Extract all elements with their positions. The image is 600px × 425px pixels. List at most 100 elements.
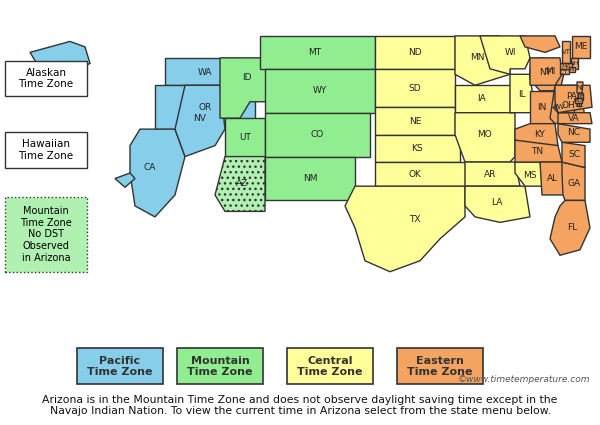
- Polygon shape: [540, 162, 565, 195]
- Text: CO: CO: [310, 130, 323, 139]
- Polygon shape: [577, 82, 583, 93]
- Polygon shape: [265, 113, 370, 156]
- Text: IL: IL: [518, 90, 526, 99]
- Text: OK: OK: [409, 170, 421, 178]
- Text: CT: CT: [560, 70, 568, 75]
- Bar: [5, 197, 87, 272]
- Text: NV: NV: [194, 113, 206, 123]
- Text: IN: IN: [538, 103, 547, 112]
- Polygon shape: [560, 69, 569, 74]
- Text: CA: CA: [144, 163, 156, 172]
- Polygon shape: [520, 36, 560, 52]
- Text: GA: GA: [568, 179, 581, 188]
- Bar: [77, 348, 163, 384]
- Text: MN: MN: [470, 54, 484, 62]
- Polygon shape: [562, 41, 570, 63]
- Polygon shape: [375, 135, 460, 162]
- Polygon shape: [577, 103, 581, 106]
- Polygon shape: [510, 74, 535, 113]
- Bar: [5, 133, 87, 167]
- Text: WV: WV: [554, 104, 566, 110]
- Text: Alaskan
Time Zone: Alaskan Time Zone: [19, 68, 74, 90]
- Bar: [397, 348, 483, 384]
- Text: ND: ND: [408, 48, 422, 57]
- Polygon shape: [265, 69, 375, 113]
- Polygon shape: [578, 93, 583, 99]
- Text: Eastern
Time Zone: Eastern Time Zone: [407, 356, 473, 377]
- Polygon shape: [215, 156, 265, 211]
- Polygon shape: [560, 63, 572, 69]
- Polygon shape: [562, 162, 585, 201]
- Polygon shape: [155, 85, 255, 129]
- Polygon shape: [455, 36, 510, 85]
- Text: Arizona is in the Mountain Time Zone and does not observe daylight saving time e: Arizona is in the Mountain Time Zone and…: [43, 395, 557, 416]
- Polygon shape: [220, 58, 275, 118]
- Polygon shape: [572, 36, 590, 58]
- Text: ME: ME: [574, 42, 587, 51]
- Polygon shape: [515, 124, 558, 146]
- Text: DC: DC: [575, 102, 583, 108]
- Polygon shape: [569, 67, 575, 72]
- Text: Central
Time Zone: Central Time Zone: [297, 356, 363, 377]
- Polygon shape: [575, 99, 582, 103]
- Polygon shape: [553, 102, 575, 113]
- Polygon shape: [455, 85, 510, 113]
- Text: MS: MS: [523, 171, 537, 180]
- Text: NY: NY: [539, 68, 551, 76]
- Polygon shape: [345, 186, 465, 272]
- Text: AL: AL: [547, 174, 557, 183]
- Text: MD: MD: [574, 98, 583, 103]
- Text: UT: UT: [239, 133, 251, 142]
- Text: NH: NH: [569, 61, 579, 66]
- Text: MA: MA: [561, 64, 571, 69]
- Text: MT: MT: [308, 48, 322, 57]
- Bar: [287, 348, 373, 384]
- Polygon shape: [550, 85, 585, 124]
- Text: NE: NE: [409, 117, 421, 126]
- Text: DE: DE: [576, 94, 584, 99]
- Text: NM: NM: [303, 174, 317, 183]
- Polygon shape: [571, 58, 578, 69]
- Text: ID: ID: [242, 73, 252, 82]
- Text: FL: FL: [567, 224, 577, 232]
- Polygon shape: [30, 41, 90, 74]
- Text: VT: VT: [562, 49, 571, 55]
- Polygon shape: [225, 118, 265, 156]
- Polygon shape: [375, 36, 455, 69]
- Text: IA: IA: [478, 94, 487, 103]
- Text: MI: MI: [545, 67, 555, 76]
- Polygon shape: [375, 162, 465, 186]
- Polygon shape: [265, 156, 355, 201]
- Text: WY: WY: [313, 86, 327, 95]
- Text: WA: WA: [198, 68, 212, 76]
- Polygon shape: [175, 85, 225, 156]
- Text: MO: MO: [478, 130, 493, 139]
- Text: Pacific
Time Zone: Pacific Time Zone: [87, 356, 153, 377]
- Bar: [5, 61, 87, 96]
- Text: SC: SC: [568, 150, 580, 159]
- Text: LA: LA: [491, 198, 503, 207]
- Text: SD: SD: [409, 84, 421, 93]
- Text: AR: AR: [484, 170, 496, 178]
- Text: VA: VA: [568, 113, 580, 123]
- Polygon shape: [455, 113, 515, 162]
- Polygon shape: [465, 162, 520, 186]
- Polygon shape: [130, 129, 185, 217]
- Polygon shape: [465, 186, 530, 222]
- Text: KS: KS: [411, 144, 423, 153]
- Text: KY: KY: [535, 130, 545, 139]
- Text: PA: PA: [566, 92, 577, 101]
- Text: NJ: NJ: [577, 85, 583, 90]
- Text: WI: WI: [504, 48, 516, 57]
- Polygon shape: [375, 107, 455, 135]
- Polygon shape: [558, 124, 590, 142]
- Text: TX: TX: [409, 215, 421, 224]
- Text: Mountain
Time Zone: Mountain Time Zone: [187, 356, 253, 377]
- Polygon shape: [515, 162, 545, 186]
- Polygon shape: [375, 69, 455, 107]
- Polygon shape: [260, 36, 375, 69]
- Text: ©www.timetemperature.com: ©www.timetemperature.com: [458, 375, 590, 384]
- Bar: [177, 348, 263, 384]
- Text: Hawaiian
Time Zone: Hawaiian Time Zone: [19, 139, 74, 161]
- Polygon shape: [558, 113, 592, 124]
